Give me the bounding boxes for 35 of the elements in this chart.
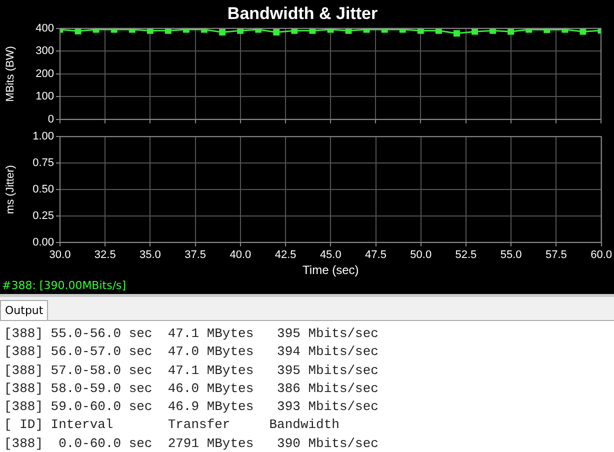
x-tick-label: 45.0 <box>320 249 342 262</box>
x-axis-title: Time (sec) <box>302 263 359 278</box>
x-tick-label: 32.5 <box>94 249 116 262</box>
text: [388] 58.0-59.0 sec 46.0 MBytes 386 Mbits/sec <box>4 380 380 398</box>
y-tick-label: 300 <box>36 45 54 58</box>
x-tick-label: 30.0 <box>49 249 71 262</box>
text: [388] 56.0-57.0 sec 47.0 MBytes 394 Mbits/sec <box>4 343 380 362</box>
text: [388] 59.0-60.0 sec 46.9 MBytes 393 Mbits/sec <box>4 398 380 416</box>
x-tick-label: 57.5 <box>545 249 567 262</box>
x-tick-label: 52.5 <box>455 249 477 262</box>
x-tick-label: 60.0 <box>590 249 612 262</box>
x-tick-label: 50.0 <box>410 249 432 262</box>
y-tick-label: 200 <box>36 68 54 80</box>
y-axis-title: MBits (BW) <box>4 46 17 102</box>
y-tick-label: 100 <box>36 90 54 103</box>
text: [388] 0.0-60.0 sec 2791 MBytes 390 Mbits/sec <box>4 434 380 452</box>
y-tick-label: 400 <box>36 22 54 34</box>
x-tick-label: 35.0 <box>140 249 161 262</box>
y-axis-title: ms (Jitter) <box>4 165 17 214</box>
x-tick-label: 42.5 <box>274 249 296 262</box>
text: #388: [390.00MBits/s] <box>1 278 128 294</box>
y-tick-label: 1.00 <box>32 130 54 143</box>
x-tick-label: 37.5 <box>184 249 206 262</box>
y-tick-label: 0.25 <box>32 210 54 222</box>
text: [388] 57.0-58.0 sec 47.1 MBytes 395 Mbits/sec <box>4 362 380 380</box>
x-tick-label: 55.0 <box>500 249 522 262</box>
x-tick-label: 40.0 <box>230 249 252 262</box>
y-tick-label: 0.00 <box>32 236 54 248</box>
y-tick-label: 0 <box>48 113 54 126</box>
y-tick-label: 0.50 <box>32 184 54 196</box>
text: [388] 55.0-56.0 sec 47.1 MBytes 395 Mbits/sec <box>4 325 380 343</box>
y-tick-label: 0.75 <box>32 157 54 170</box>
chart-title: Bandwidth & Jitter <box>227 4 378 23</box>
text: [ ID] Interval Transfer Bandwidth <box>4 416 340 434</box>
x-tick-label: 47.5 <box>365 249 386 262</box>
